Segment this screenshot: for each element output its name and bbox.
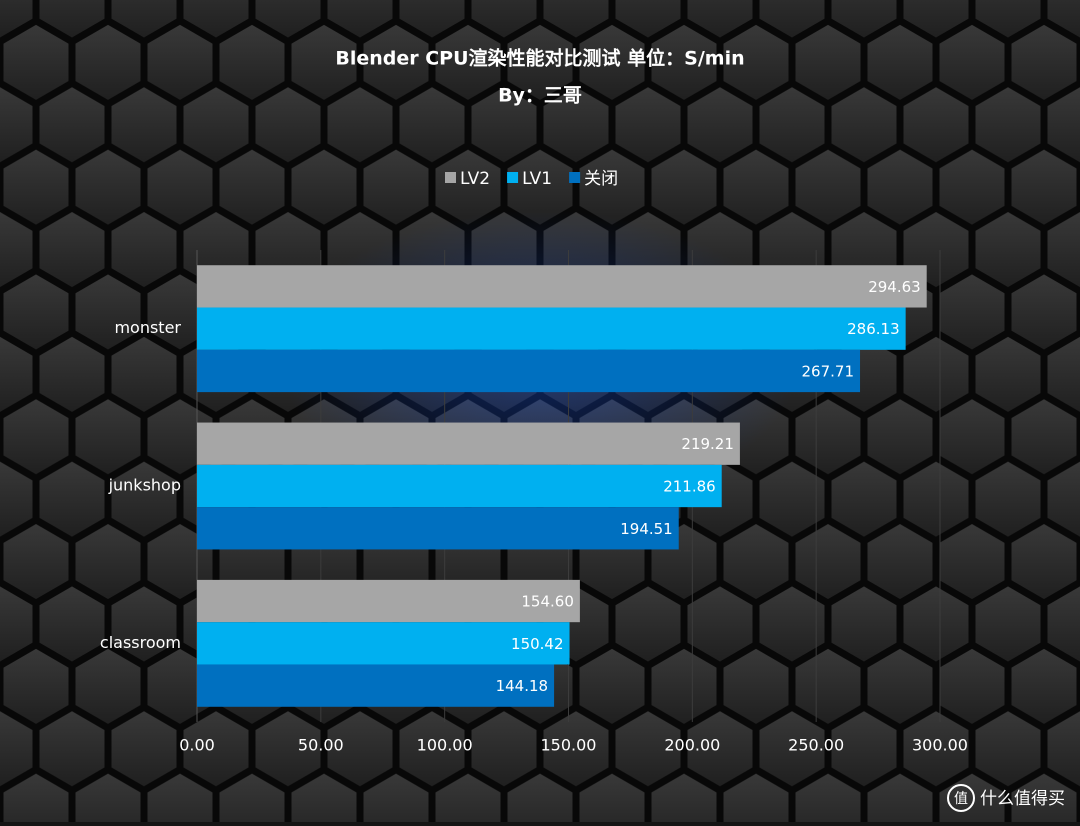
bar xyxy=(197,464,722,508)
x-tick-label: 0.00 xyxy=(179,736,215,755)
bar xyxy=(197,265,927,308)
bar xyxy=(197,507,679,550)
chart-subtitle: By：三哥 xyxy=(498,85,582,107)
x-tick-label: 150.00 xyxy=(541,736,597,755)
x-tick-label: 100.00 xyxy=(417,736,473,755)
bar xyxy=(197,622,570,665)
legend-swatch xyxy=(445,172,456,183)
y-tick-label: monster xyxy=(114,318,181,337)
bar xyxy=(197,422,740,465)
bar xyxy=(197,307,906,350)
bar xyxy=(197,579,580,623)
value-label: 211.86 xyxy=(663,478,716,496)
y-tick-label: classroom xyxy=(100,633,181,652)
value-label: 267.71 xyxy=(802,362,855,380)
watermark-logo xyxy=(947,784,975,812)
x-tick-label: 250.00 xyxy=(788,736,844,755)
watermark-icon: 值 xyxy=(954,791,968,807)
x-tick-label: 200.00 xyxy=(664,736,720,755)
value-label: 294.63 xyxy=(868,278,921,296)
legend-swatch xyxy=(507,172,519,183)
legend: LV2 LV1 关闭 xyxy=(445,169,618,189)
value-label: 150.42 xyxy=(511,635,564,653)
y-tick-label: junkshop xyxy=(108,476,181,495)
legend-label: LV1 xyxy=(522,169,552,189)
legend-swatch xyxy=(569,172,581,183)
value-label: 194.51 xyxy=(620,520,673,538)
x-tick-label: 300.00 xyxy=(912,736,968,755)
x-tick-label: 50.00 xyxy=(298,736,344,755)
legend-label: 关闭 xyxy=(584,169,618,189)
value-label: 154.60 xyxy=(521,593,574,611)
value-label: 219.21 xyxy=(681,435,734,453)
value-label: 144.18 xyxy=(496,677,549,695)
value-label: 286.13 xyxy=(847,320,900,338)
chart-title: Blender CPU渲染性能对比测试 单位：S/min xyxy=(335,47,744,70)
bar xyxy=(197,664,555,707)
watermark: 什么值得买 xyxy=(980,789,1065,809)
legend-label: LV2 xyxy=(460,169,490,189)
bar xyxy=(197,349,861,393)
